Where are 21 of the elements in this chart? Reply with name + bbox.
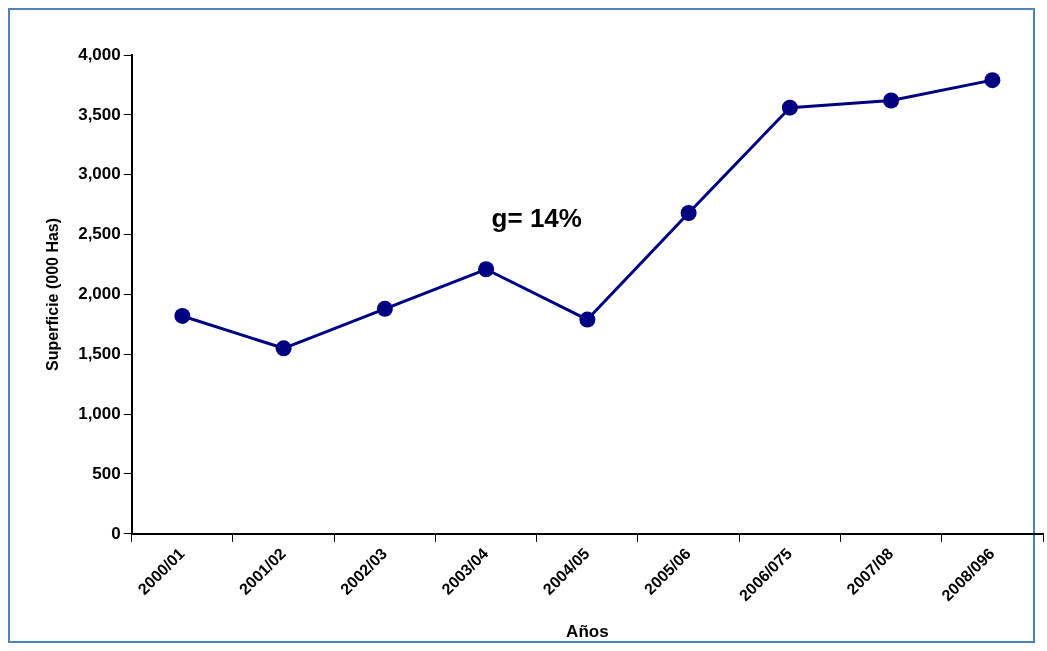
point	[275, 340, 292, 357]
y-tick-label: 1,500	[78, 343, 121, 363]
y-tick-label: 4,000	[78, 44, 121, 64]
point	[781, 99, 798, 116]
y-tick-label: 1,000	[78, 403, 121, 423]
point	[883, 92, 900, 109]
y-tick-label: 2,500	[78, 224, 121, 244]
point	[984, 72, 1001, 89]
y-tick-label: 500	[92, 463, 121, 483]
y-tick-label: 3,500	[78, 104, 121, 124]
y-tick-label: 0	[111, 523, 121, 543]
point	[376, 300, 393, 317]
point	[579, 311, 596, 328]
x-axis-title: Años	[566, 622, 609, 642]
point	[478, 261, 495, 278]
y-axis-title: Superficie (000 Has)	[44, 217, 62, 371]
point	[174, 307, 191, 324]
y-tick-label: 3,000	[78, 164, 121, 184]
annotation: g= 14%	[491, 203, 582, 234]
point	[680, 205, 697, 222]
y-tick-label: 2,000	[78, 284, 121, 304]
